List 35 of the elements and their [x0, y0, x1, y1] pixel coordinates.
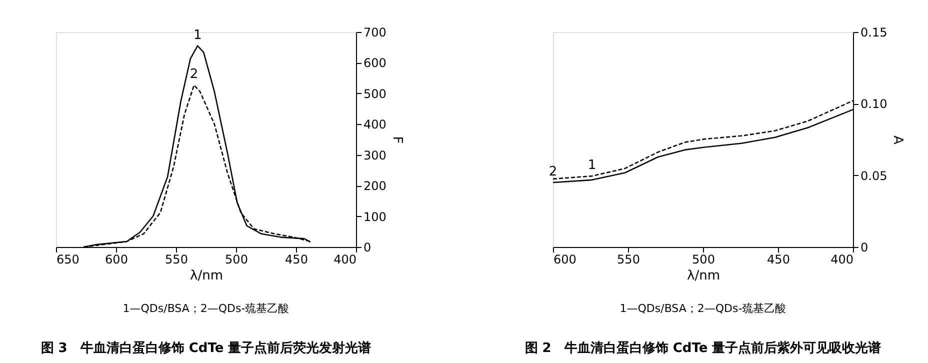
text: 1—QDs/BSA；2—QDs-巯基乙酸 [620, 302, 786, 315]
y-tick-label: 0.10 [860, 97, 888, 112]
y-tick-label: 0.15 [860, 26, 888, 40]
y-tick-label: 600 [364, 56, 386, 70]
annotation: 1 [193, 28, 202, 43]
annotation: 2 [190, 67, 198, 82]
x-axis-title: λ/nm [687, 268, 720, 284]
y-axis-title: F [389, 136, 404, 144]
y-tick-label: 400 [364, 118, 386, 132]
text: 图 2 牛血清白蛋白修饰 CdTe 量子点前后紫外可见吸收光谱 [524, 340, 882, 356]
x-tick-label: 400 [830, 252, 854, 266]
x-axis-title: λ/nm [190, 268, 223, 284]
x-tick-label: 450 [285, 252, 308, 266]
x-tick-label: 600 [105, 252, 128, 266]
y-tick-label: 300 [364, 148, 386, 162]
annotation: 1 [588, 158, 596, 174]
y-tick-label: 0 [860, 240, 868, 254]
x-tick-label: 600 [554, 252, 576, 266]
x-tick-label: 450 [767, 252, 790, 266]
y-tick-label: 0.05 [860, 168, 888, 183]
annotation: 2 [548, 164, 558, 180]
y-tick-label: 200 [364, 179, 386, 194]
x-tick-label: 500 [225, 252, 248, 266]
y-axis-title: A [890, 136, 906, 145]
x-tick-label: 400 [334, 252, 356, 266]
text: 图 3 牛血清白蛋白修饰 CdTe 量子点前后荧光发射光谱 [40, 340, 372, 356]
x-tick-label: 500 [692, 252, 715, 266]
y-tick-label: 100 [364, 210, 386, 224]
text: 1—QDs/BSA；2—QDs-巯基乙酸 [122, 302, 290, 315]
y-tick-label: 500 [364, 86, 386, 101]
x-tick-label: 650 [56, 252, 80, 266]
x-tick-label: 550 [165, 252, 188, 266]
y-tick-label: 700 [364, 26, 386, 40]
y-tick-label: 0 [364, 240, 372, 254]
x-tick-label: 550 [617, 252, 640, 266]
